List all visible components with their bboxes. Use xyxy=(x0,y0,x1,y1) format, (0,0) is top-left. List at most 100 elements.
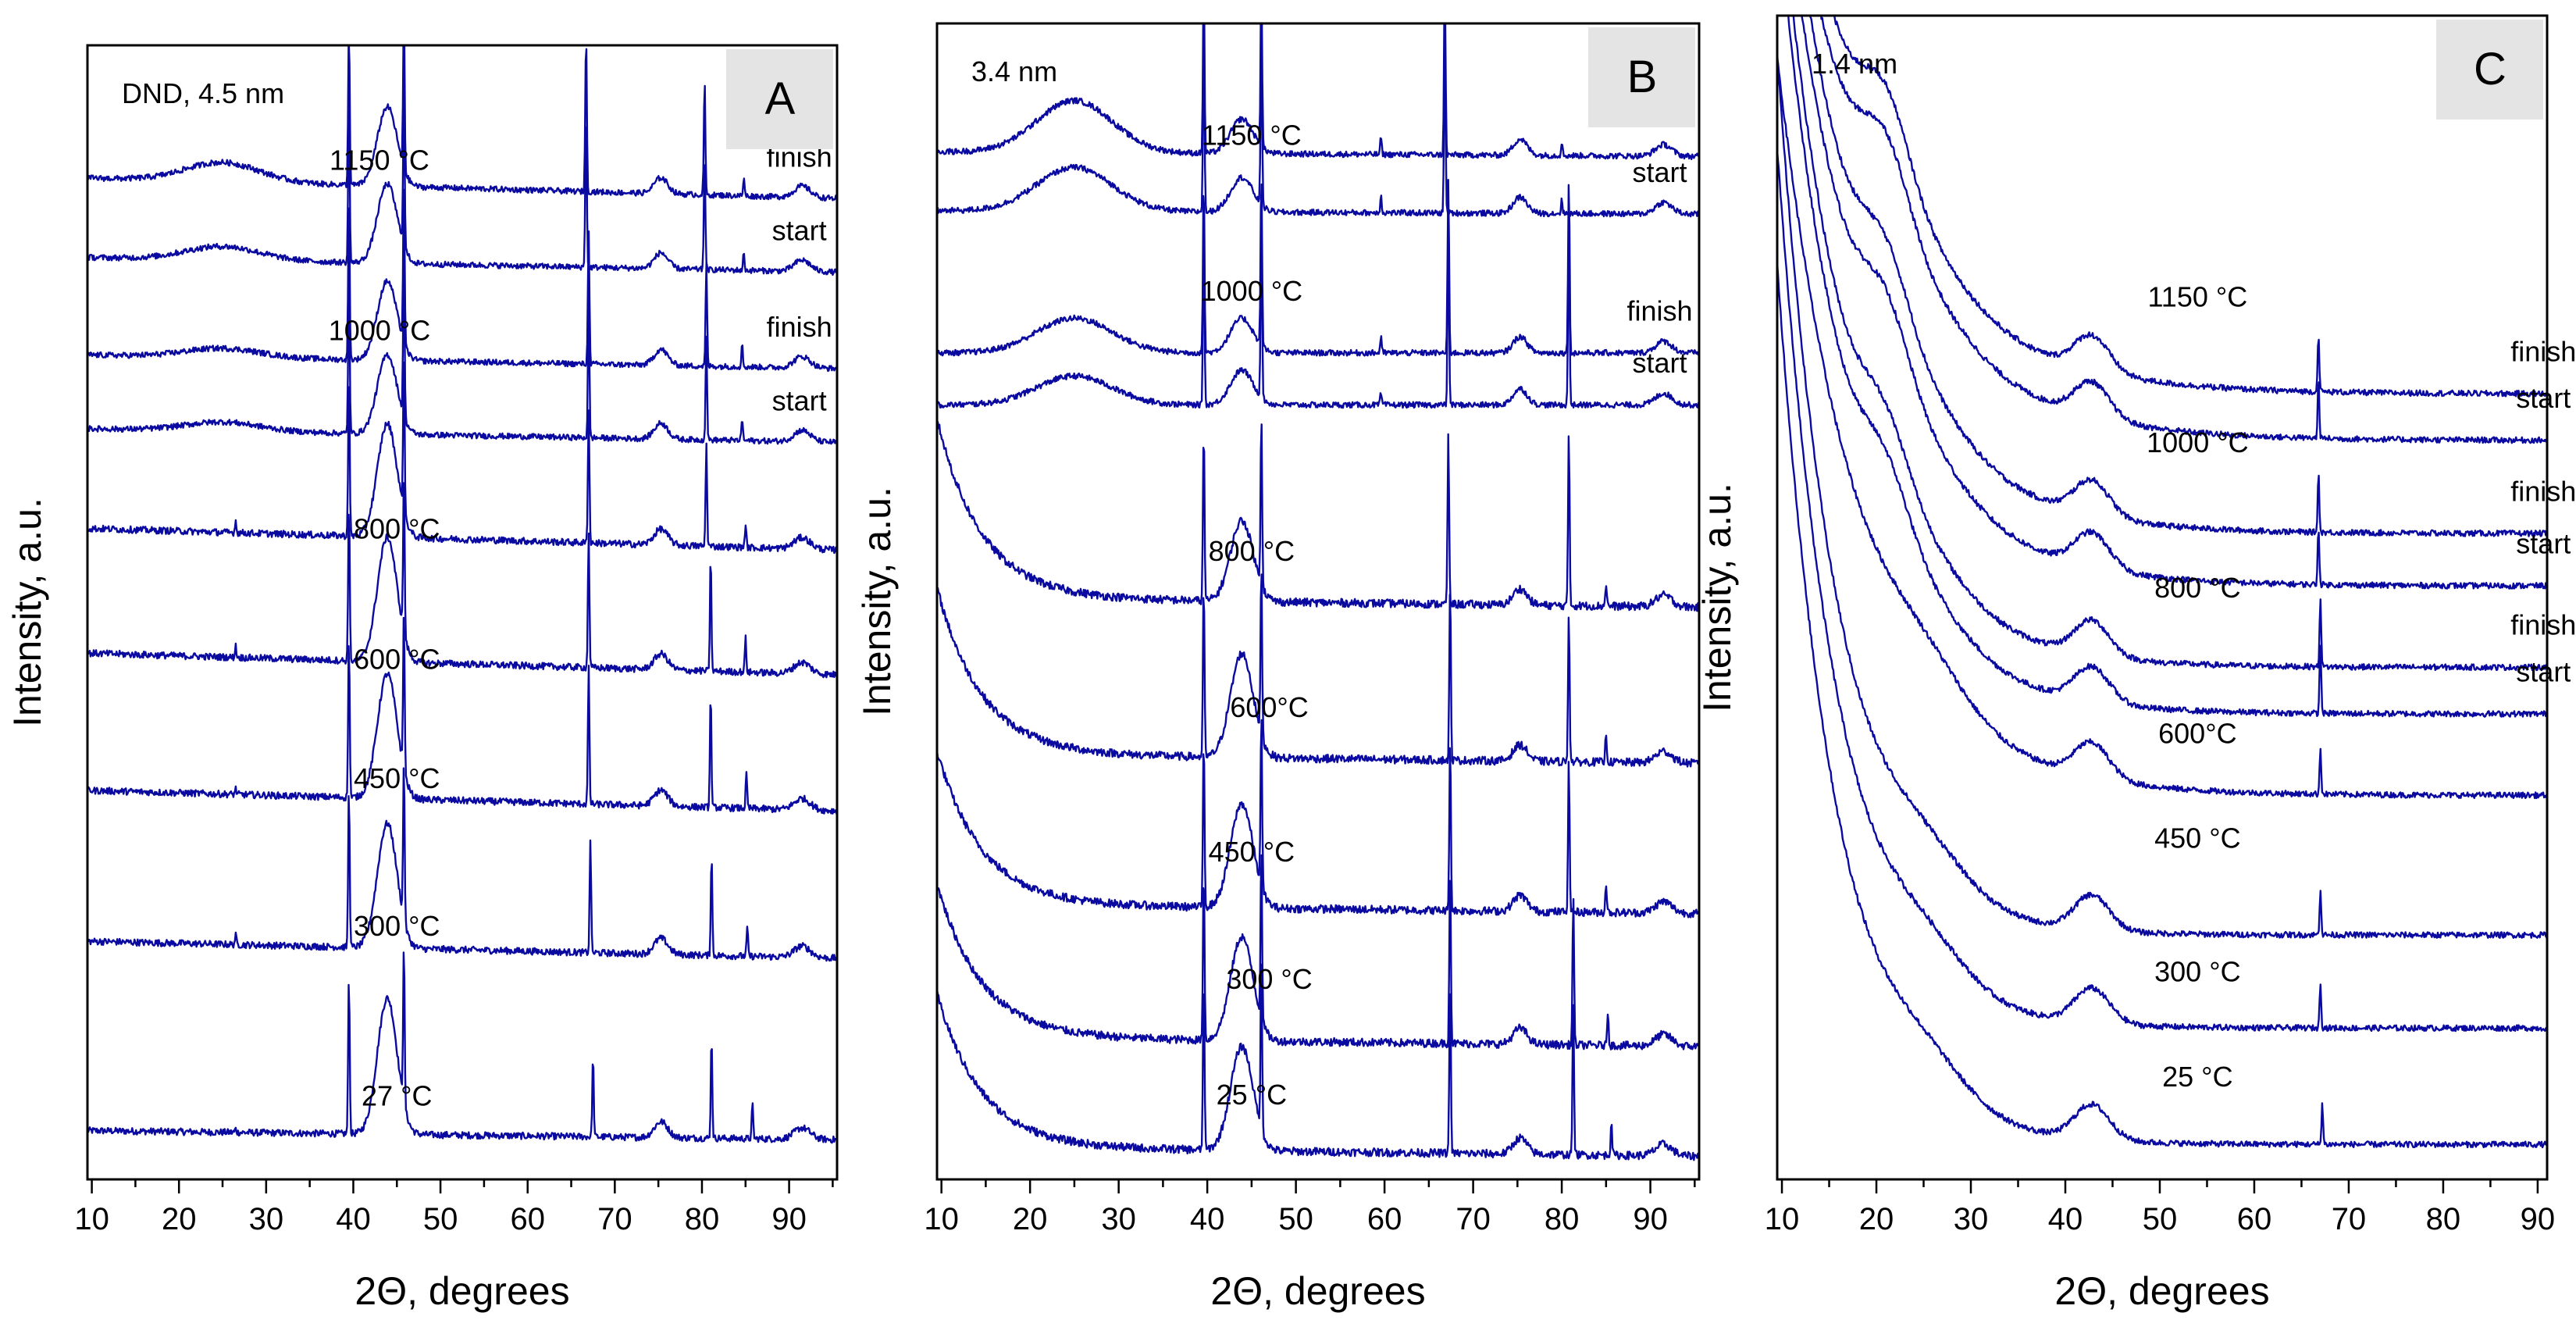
panel-c-series-label-800-c-finish: finish xyxy=(2510,609,2576,641)
panel-c-x-tick-label-90: 90 xyxy=(2521,1202,2556,1236)
panel-a-temp-label-300-c: 300 °C xyxy=(354,910,440,942)
panel-c-series-800-c-start xyxy=(1787,16,2547,718)
panel-a-x-tick-label-90: 90 xyxy=(771,1202,807,1236)
panel-b-letter: B xyxy=(1627,52,1658,102)
panel-c-temp-label-450-c: 450 °C xyxy=(2154,822,2240,854)
panel-b-sample-label: 3.4 nm xyxy=(971,55,1057,87)
panel-c-letter: C xyxy=(2474,44,2507,95)
panel-b-x-tick-label-90: 90 xyxy=(1633,1202,1668,1236)
panel-a-x-tick-label-30: 30 xyxy=(249,1202,284,1236)
panel-c-temp-label-300-c: 300 °C xyxy=(2154,956,2240,988)
panel-c-x-tick-label-10: 10 xyxy=(1765,1202,1800,1236)
panel-c-x-axis-label: 2Θ, degrees xyxy=(2054,1269,2269,1313)
panel-b-x-tick-label-10: 10 xyxy=(924,1202,959,1236)
panel-c-series-label-1000-c-start: start xyxy=(2516,527,2571,559)
panel-b-x-tick-label-70: 70 xyxy=(1455,1202,1491,1236)
panel-a-frame xyxy=(86,44,839,1181)
panel-b-series-1150-c-finish xyxy=(937,23,1699,161)
panel-b-y-axis-label: Intensity, a.u. xyxy=(855,487,899,716)
panel-a-series-1150-c-finish xyxy=(87,45,837,202)
panel-a-series-1150-c-start xyxy=(87,95,837,276)
panel-c-temp-label-25-c: 25 °C xyxy=(2162,1061,2232,1093)
panel-c-x-tick-label-20: 20 xyxy=(1859,1202,1894,1236)
panel-a-x-tick-label-80: 80 xyxy=(685,1202,720,1236)
panel-a-series-label-1150-c-start: start xyxy=(772,215,827,247)
panel-c-series-label-800-c-start: start xyxy=(2516,655,2571,687)
panel-a-x-tick-label-70: 70 xyxy=(597,1202,632,1236)
panel-b-x-tick-label-20: 20 xyxy=(1013,1202,1048,1236)
panel-b-temp-label-1150-c: 1150 °C xyxy=(1202,119,1302,151)
panel-b-series-1150-c-start xyxy=(937,38,1699,218)
panel-c-x-tick-label-80: 80 xyxy=(2426,1202,2461,1236)
panel-a-x-tick-label-20: 20 xyxy=(162,1202,197,1236)
panel-a-sample-label: DND, 4.5 nm xyxy=(122,77,284,109)
panel-c-y-axis-label: Intensity, a.u. xyxy=(1695,483,1739,712)
panel-a-y-axis-label: Intensity, a.u. xyxy=(5,498,49,727)
panel-a-x-tick-label-60: 60 xyxy=(510,1202,545,1236)
panel-a-temp-label-450-c: 450 °C xyxy=(354,762,440,794)
panel-c-series-label-1150-c-start: start xyxy=(2516,382,2571,414)
panel-b-x-tick-label-40: 40 xyxy=(1190,1202,1225,1236)
panel-a-series-1000-c-finish xyxy=(87,188,837,373)
panel-c-letter-box xyxy=(2436,20,2543,120)
panel-a-x-axis-label: 2Θ, degrees xyxy=(355,1269,569,1313)
panel-a-x-tick-label-40: 40 xyxy=(336,1202,371,1236)
panel-c-temp-label-800-c: 800 °C xyxy=(2154,572,2240,604)
panel-b-x-tick-label-50: 50 xyxy=(1278,1202,1313,1236)
panel-c-series-1000-c-finish xyxy=(1808,16,2547,537)
panel-c-temp-label-1000-c: 1000 °C xyxy=(2147,426,2248,458)
panel-b: 10 20 30 40 50 60 70 80 90 25 °C 300 °C 450 °C 600°… xyxy=(855,22,1701,1313)
panel-a-letter-box xyxy=(726,49,833,149)
panel-b-temp-label-600-c: 600°C xyxy=(1230,691,1308,723)
panel-a-series-450-c xyxy=(87,616,837,815)
panel-b-x-tick-label-60: 60 xyxy=(1367,1202,1402,1236)
panel-c-temp-label-1150-c: 1150 °C xyxy=(2147,281,2247,313)
panel-b-series-1000-c-start xyxy=(937,229,1699,409)
panel-a-series-label-1000-c-finish: finish xyxy=(767,311,832,343)
panel-b-x-axis-label: 2Θ, degrees xyxy=(1210,1269,1425,1313)
panel-a-letter: A xyxy=(765,73,796,124)
panel-a-series-1000-c-start xyxy=(87,262,837,445)
panel-c: 10 20 30 40 50 60 70 80 90 25 °C 300 °C 450 °C 600°… xyxy=(1695,14,2576,1313)
panel-c-series-300-c xyxy=(1777,150,2547,1033)
panel-b-series-300-c xyxy=(937,854,1699,1051)
panel-b-frame xyxy=(935,22,1701,1181)
panel-b-series-600-c xyxy=(937,573,1699,768)
panel-a: 10 20 30 40 50 60 70 80 90 27 °C 300 °C 450 °C 600 … xyxy=(5,44,839,1313)
panel-a-series-300-c xyxy=(87,767,837,962)
panel-c-series-1150-c-start xyxy=(1819,16,2547,444)
panel-b-series-label-1000-c-start: start xyxy=(1632,347,1687,379)
panel-a-x-tick-label-50: 50 xyxy=(423,1202,458,1236)
panel-b-series-25-c xyxy=(937,963,1699,1161)
panel-a-temp-label-27-c: 27 °C xyxy=(362,1080,432,1112)
panel-a-x-tick-label-10: 10 xyxy=(74,1202,109,1236)
panel-c-x-tick-label-30: 30 xyxy=(1954,1202,1989,1236)
panel-c-sample-label: 1.4 nm xyxy=(1812,48,1897,80)
panel-a-series-label-1000-c-start: start xyxy=(772,385,827,417)
panel-c-series-600-c xyxy=(1777,59,2547,800)
panel-b-temp-label-1000-c: 1000 °C xyxy=(1201,275,1302,307)
panel-b-series-800-c xyxy=(937,420,1699,612)
panel-c-x-tick-label-60: 60 xyxy=(2237,1202,2272,1236)
panel-a-temp-label-1150-c: 1150 °C xyxy=(330,144,429,177)
panel-b-temp-label-300-c: 300 °C xyxy=(1226,963,1312,995)
panel-a-temp-label-800-c: 800 °C xyxy=(354,513,440,545)
panel-b-series-1000-c-finish xyxy=(937,178,1699,357)
panel-c-series-800-c-finish xyxy=(1792,16,2547,672)
panel-a-series-27-c xyxy=(87,951,837,1144)
panel-b-series-label-1150-c-start: start xyxy=(1632,156,1687,188)
panel-c-x-tick-label-40: 40 xyxy=(2048,1202,2083,1236)
panel-b-x-tick-label-30: 30 xyxy=(1101,1202,1136,1236)
panel-b-temp-label-450-c: 450 °C xyxy=(1209,836,1295,868)
panel-c-temp-label-600-c: 600°C xyxy=(2158,717,2236,749)
panel-a-series-600-c xyxy=(87,482,837,679)
panel-c-frame xyxy=(1776,14,2549,1181)
panel-c-series-1000-c-start xyxy=(1801,16,2547,590)
panel-c-series-25-c xyxy=(1777,262,2547,1149)
panel-c-series-450-c xyxy=(1777,52,2547,940)
panel-c-x-tick-label-70: 70 xyxy=(2332,1202,2367,1236)
panel-a-series-800-c xyxy=(87,361,837,555)
panel-c-x-tick-label-50: 50 xyxy=(2143,1202,2178,1236)
panel-a-temp-label-600-c: 600 °C xyxy=(354,644,440,676)
